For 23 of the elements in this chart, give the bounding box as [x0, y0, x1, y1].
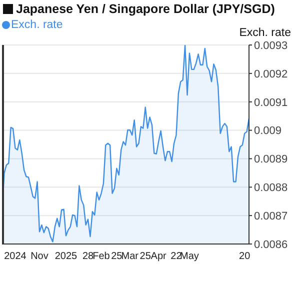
x-tick-label: 2024	[4, 251, 27, 262]
y-tick-label: 0.0089	[254, 154, 288, 166]
x-tick-label: Feb	[92, 251, 110, 262]
x-tick-label: 25	[111, 251, 123, 262]
y-axis-title: Exch. rate	[239, 27, 291, 39]
y-tick-label: 0.009	[254, 125, 282, 138]
y-tick-label: 0.0091	[254, 96, 288, 109]
x-tick-label: 28	[82, 251, 94, 262]
legend-label: Exch. rate	[10, 19, 63, 31]
y-tick-label: 0.0088	[254, 182, 288, 194]
y-tick-label: 0.0087	[254, 210, 288, 222]
x-tick-label: Apr	[150, 251, 168, 262]
y-tick-label: 0.0092	[254, 68, 288, 80]
y-tick-label: 0.0093	[254, 40, 288, 52]
x-tick-label: 2025	[54, 251, 78, 262]
x-tick-label: 22	[170, 251, 182, 262]
x-tick-label: Nov	[30, 251, 48, 262]
x-tick-label: May	[180, 251, 199, 262]
y-tick-label: 0.0086	[254, 238, 288, 251]
x-tick-label: 20	[239, 251, 251, 262]
x-tick-label: Mar	[121, 251, 140, 262]
chart-title: Japanese Yen / Singapore Dollar (JPY/SGD)	[16, 2, 275, 16]
x-tick-label: 25	[140, 251, 152, 262]
